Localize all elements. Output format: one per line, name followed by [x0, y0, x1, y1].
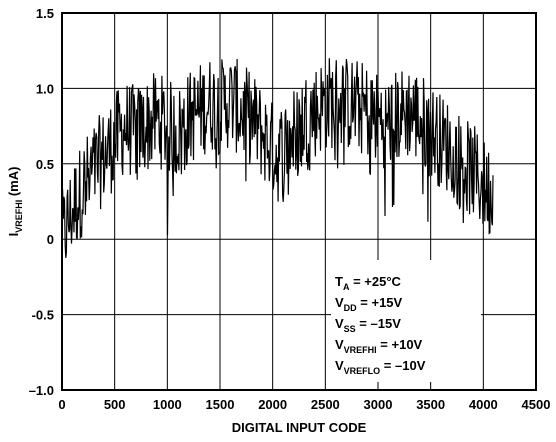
- y-axis-label-sub: VREFHI: [14, 200, 24, 233]
- annotation-line: VVREFHI = +10V: [335, 337, 423, 355]
- annotation-line: TA = +25°C: [335, 274, 402, 292]
- series-vrefhi-current: [61, 58, 494, 259]
- y-tick-label: –1.0: [29, 383, 54, 398]
- x-tick-label: 2500: [311, 397, 340, 412]
- x-tick-label: 1000: [153, 397, 182, 412]
- x-tick-label: 2000: [258, 397, 287, 412]
- annotation-line: VVREFLO = –10V: [335, 358, 426, 376]
- x-tick-label: 3500: [416, 397, 445, 412]
- y-tick-label: 1.5: [36, 6, 54, 21]
- y-tick-labels: –1.0 -0.5 0 0.5 1.0 1.5: [29, 6, 54, 398]
- y-tick-label: 0.5: [36, 157, 54, 172]
- y-tick-label: 0: [47, 232, 54, 247]
- x-tick-labels: 0 500 1000 1500 2000 2500 3000 3500 4000 4500: [58, 397, 550, 412]
- x-tick-label: 0: [58, 397, 65, 412]
- annotations: TA = +25°C VDD = +15V VSS = –15V VVREFHI = …: [335, 274, 426, 376]
- y-tick-label: -0.5: [32, 308, 54, 323]
- plot-frame: [61, 12, 537, 391]
- x-tick-label: 500: [104, 397, 126, 412]
- y-axis-label: IVREFHI (mA): [6, 167, 24, 237]
- y-axis-label-unit: (mA): [6, 167, 21, 200]
- series-line: [61, 58, 494, 259]
- annotation-line: VDD = +15V: [335, 295, 403, 313]
- x-tick-label: 3000: [364, 397, 393, 412]
- y-axis-label-main: I: [6, 233, 21, 237]
- y-tick-label: 1.0: [36, 81, 54, 96]
- x-tick-label: 4000: [469, 397, 498, 412]
- annotation-line: VSS = –15V: [335, 316, 401, 334]
- x-tick-label: 1500: [206, 397, 235, 412]
- annotation-box: [331, 260, 481, 382]
- x-tick-label: 4500: [522, 397, 551, 412]
- x-axis-label: DIGITAL INPUT CODE: [232, 420, 367, 435]
